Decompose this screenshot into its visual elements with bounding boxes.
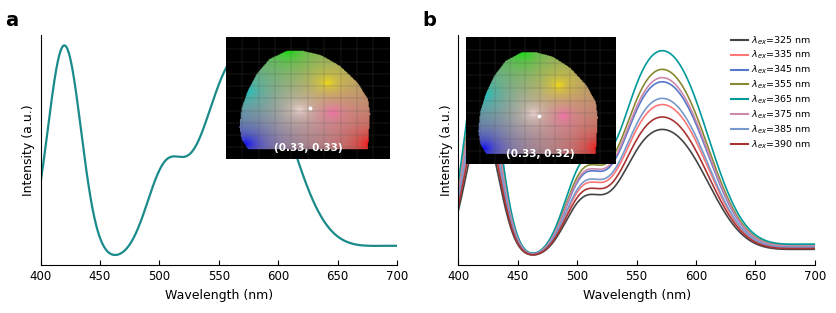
$\lambda_{ex}$=345 nm	[598, 169, 608, 173]
$\lambda_{ex}$=390 nm	[598, 187, 608, 190]
$\lambda_{ex}$=335 nm	[737, 229, 747, 233]
Line: $\lambda_{ex}$=345 nm: $\lambda_{ex}$=345 nm	[458, 77, 813, 254]
$\lambda_{ex}$=355 nm	[490, 113, 500, 117]
$\lambda_{ex}$=355 nm	[698, 133, 708, 137]
Legend: $\lambda_{ex}$=325 nm, $\lambda_{ex}$=335 nm, $\lambda_{ex}$=345 nm, $\lambda_{e: $\lambda_{ex}$=325 nm, $\lambda_{ex}$=33…	[726, 30, 813, 154]
$\lambda_{ex}$=345 nm	[808, 244, 818, 248]
$\lambda_{ex}$=335 nm	[808, 246, 818, 249]
$\lambda_{ex}$=385 nm	[737, 228, 747, 232]
$\lambda_{ex}$=390 nm	[490, 150, 500, 153]
$\lambda_{ex}$=375 nm	[453, 189, 463, 193]
$\lambda_{ex}$=345 nm	[737, 226, 747, 229]
Line: $\lambda_{ex}$=365 nm: $\lambda_{ex}$=365 nm	[458, 45, 813, 253]
$\lambda_{ex}$=355 nm	[598, 163, 608, 167]
$\lambda_{ex}$=335 nm	[528, 253, 538, 256]
$\lambda_{ex}$=335 nm	[477, 99, 487, 103]
$\lambda_{ex}$=325 nm	[477, 124, 487, 128]
Line: $\lambda_{ex}$=335 nm: $\lambda_{ex}$=335 nm	[458, 101, 813, 254]
$\lambda_{ex}$=375 nm	[732, 216, 742, 219]
X-axis label: Wavelength (nm): Wavelength (nm)	[165, 289, 273, 302]
$\lambda_{ex}$=355 nm	[808, 244, 818, 247]
$\lambda_{ex}$=365 nm	[477, 44, 487, 47]
$\lambda_{ex}$=345 nm	[732, 217, 742, 220]
$\lambda_{ex}$=390 nm	[732, 225, 742, 228]
$\lambda_{ex}$=355 nm	[610, 149, 620, 153]
$\lambda_{ex}$=345 nm	[490, 123, 500, 126]
$\lambda_{ex}$=365 nm	[698, 121, 708, 125]
$\lambda_{ex}$=385 nm	[732, 220, 742, 224]
$\lambda_{ex}$=375 nm	[528, 252, 538, 256]
$\lambda_{ex}$=335 nm	[453, 199, 463, 203]
$\lambda_{ex}$=365 nm	[598, 154, 608, 157]
$\lambda_{ex}$=390 nm	[453, 204, 463, 208]
$\lambda_{ex}$=345 nm	[477, 75, 487, 79]
Y-axis label: Intensity (a.u.): Intensity (a.u.)	[22, 105, 35, 196]
$\lambda_{ex}$=335 nm	[598, 180, 608, 184]
Line: $\lambda_{ex}$=355 nm: $\lambda_{ex}$=355 nm	[458, 64, 813, 254]
$\lambda_{ex}$=385 nm	[490, 136, 500, 139]
$\lambda_{ex}$=345 nm	[453, 191, 463, 195]
$\lambda_{ex}$=390 nm	[528, 253, 538, 257]
$\lambda_{ex}$=375 nm	[598, 167, 608, 171]
$\lambda_{ex}$=335 nm	[610, 169, 620, 173]
Line: $\lambda_{ex}$=375 nm: $\lambda_{ex}$=375 nm	[458, 73, 813, 254]
$\lambda_{ex}$=375 nm	[610, 154, 620, 157]
$\lambda_{ex}$=375 nm	[737, 225, 747, 228]
$\lambda_{ex}$=390 nm	[808, 247, 818, 250]
$\lambda_{ex}$=365 nm	[732, 210, 742, 213]
$\lambda_{ex}$=325 nm	[453, 208, 463, 212]
$\lambda_{ex}$=375 nm	[490, 120, 500, 123]
$\lambda_{ex}$=325 nm	[528, 253, 538, 257]
$\lambda_{ex}$=345 nm	[528, 252, 538, 256]
$\lambda_{ex}$=355 nm	[732, 214, 742, 218]
$\lambda_{ex}$=385 nm	[528, 252, 538, 256]
Y-axis label: Intensity (a.u.): Intensity (a.u.)	[440, 105, 452, 196]
$\lambda_{ex}$=390 nm	[737, 232, 747, 235]
$\lambda_{ex}$=355 nm	[477, 63, 487, 66]
X-axis label: Wavelength (nm): Wavelength (nm)	[582, 289, 690, 302]
$\lambda_{ex}$=385 nm	[808, 245, 818, 249]
$\lambda_{ex}$=325 nm	[737, 234, 747, 238]
$\lambda_{ex}$=390 nm	[610, 176, 620, 180]
$\lambda_{ex}$=390 nm	[477, 111, 487, 115]
$\lambda_{ex}$=325 nm	[698, 172, 708, 176]
$\lambda_{ex}$=325 nm	[732, 227, 742, 231]
$\lambda_{ex}$=375 nm	[698, 139, 708, 142]
Line: $\lambda_{ex}$=390 nm: $\lambda_{ex}$=390 nm	[458, 113, 813, 255]
$\lambda_{ex}$=375 nm	[477, 71, 487, 75]
$\lambda_{ex}$=365 nm	[737, 220, 747, 224]
$\lambda_{ex}$=355 nm	[528, 252, 538, 255]
$\lambda_{ex}$=345 nm	[698, 141, 708, 145]
$\lambda_{ex}$=390 nm	[698, 164, 708, 168]
$\lambda_{ex}$=335 nm	[732, 222, 742, 226]
$\lambda_{ex}$=385 nm	[477, 92, 487, 96]
$\lambda_{ex}$=385 nm	[453, 197, 463, 201]
$\lambda_{ex}$=365 nm	[808, 242, 818, 246]
$\lambda_{ex}$=325 nm	[598, 192, 608, 196]
$\lambda_{ex}$=385 nm	[598, 177, 608, 181]
$\lambda_{ex}$=355 nm	[737, 223, 747, 227]
$\lambda_{ex}$=365 nm	[490, 99, 500, 103]
$\lambda_{ex}$=325 nm	[490, 159, 500, 163]
$\lambda_{ex}$=335 nm	[490, 140, 500, 144]
Line: $\lambda_{ex}$=385 nm: $\lambda_{ex}$=385 nm	[458, 94, 813, 254]
$\lambda_{ex}$=325 nm	[808, 248, 818, 251]
$\lambda_{ex}$=365 nm	[610, 138, 620, 142]
$\lambda_{ex}$=335 nm	[698, 156, 708, 160]
$\lambda_{ex}$=345 nm	[610, 156, 620, 160]
$\lambda_{ex}$=385 nm	[610, 166, 620, 169]
$\lambda_{ex}$=365 nm	[528, 251, 538, 255]
$\lambda_{ex}$=375 nm	[808, 244, 818, 248]
$\lambda_{ex}$=365 nm	[453, 179, 463, 183]
$\lambda_{ex}$=385 nm	[698, 152, 708, 156]
Text: a: a	[5, 11, 18, 30]
Line: $\lambda_{ex}$=325 nm: $\lambda_{ex}$=325 nm	[458, 126, 813, 255]
$\lambda_{ex}$=325 nm	[610, 183, 620, 187]
$\lambda_{ex}$=355 nm	[453, 186, 463, 190]
Text: b: b	[422, 11, 436, 30]
